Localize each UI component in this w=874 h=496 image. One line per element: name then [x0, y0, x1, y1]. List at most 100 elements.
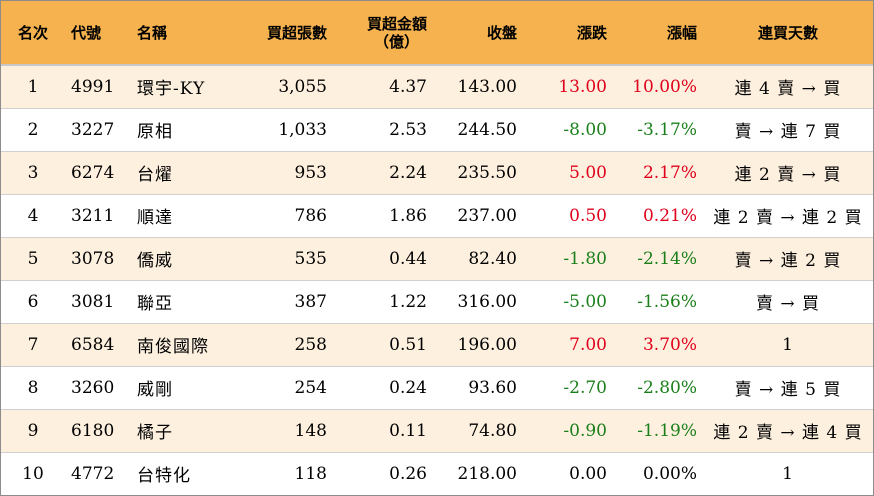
cell-close: 143.00 — [457, 76, 517, 97]
cell-consecutive-days: 1 — [782, 463, 794, 484]
cell-consecutive-days: 連 2 賣 → 買 — [734, 165, 842, 185]
cell-consecutive-days: 連 2 賣 → 連 4 買 — [713, 423, 863, 443]
cell-rank: 5 — [27, 248, 39, 269]
cell-change: 7.00 — [569, 334, 607, 355]
cell-net-buy-lots: 118 — [294, 463, 327, 484]
cell-rank: 2 — [27, 119, 39, 140]
cell-close: 218.00 — [457, 463, 517, 484]
table-row: 3 6274 台燿 953 2.24 235.50 5.00 2.17% 連 2 賣 → 買 — [1, 151, 873, 194]
cell-change: -1.80 — [563, 248, 607, 269]
cell-code: 4991 — [71, 76, 115, 97]
cell-change-pct: -1.56% — [637, 291, 697, 312]
cell-rank: 9 — [27, 420, 39, 441]
cell-name: 順達 — [137, 208, 173, 228]
cell-change-pct: 10.00% — [632, 76, 697, 97]
cell-net-buy-lots: 1,033 — [278, 119, 327, 140]
table-row: 2 3227 原相 1,033 2.53 244.50 -8.00 -3.17% 賣 → 連 7… — [1, 108, 873, 151]
header-net-buy-amount: 買超金額 （億） — [333, 1, 433, 66]
cell-net-buy-amount: 0.51 — [389, 334, 427, 355]
cell-code: 3081 — [71, 291, 115, 312]
cell-rank: 4 — [27, 205, 39, 226]
cell-code: 6584 — [71, 334, 115, 355]
cell-close: 244.50 — [457, 119, 517, 140]
cell-change: 5.00 — [569, 162, 607, 183]
cell-change-pct: 0.00% — [642, 463, 697, 484]
cell-change-pct: -1.19% — [637, 420, 697, 441]
cell-change-pct: 3.70% — [642, 334, 697, 355]
table-row: 1 4991 環宇-KY 3,055 4.37 143.00 13.00 10.00% 連 4 … — [1, 65, 873, 108]
cell-rank: 7 — [27, 334, 39, 355]
cell-consecutive-days: 賣 → 連 5 買 — [734, 380, 842, 400]
cell-code: 3078 — [71, 248, 115, 269]
cell-close: 93.60 — [468, 377, 517, 398]
cell-name: 南俊國際 — [137, 337, 209, 357]
cell-name: 原相 — [137, 122, 173, 142]
cell-change-pct: 0.21% — [642, 205, 697, 226]
cell-rank: 8 — [27, 377, 39, 398]
cell-net-buy-lots: 953 — [294, 162, 327, 183]
header-close: 收盤 — [433, 1, 523, 66]
cell-change-pct: -3.17% — [637, 119, 697, 140]
cell-net-buy-lots: 254 — [294, 377, 327, 398]
cell-net-buy-amount: 0.11 — [389, 420, 427, 441]
header-change-pct: 漲幅 — [613, 1, 703, 66]
cell-code: 3211 — [71, 205, 115, 226]
cell-name: 威剛 — [137, 380, 173, 400]
cell-net-buy-amount: 1.86 — [389, 205, 427, 226]
cell-net-buy-amount: 0.26 — [389, 463, 427, 484]
cell-net-buy-lots: 786 — [294, 205, 327, 226]
cell-close: 196.00 — [457, 334, 517, 355]
cell-close: 237.00 — [457, 205, 517, 226]
cell-consecutive-days: 連 4 賣 → 買 — [734, 79, 842, 100]
cell-change: -5.00 — [563, 291, 607, 312]
cell-net-buy-lots: 258 — [294, 334, 327, 355]
cell-name: 橘子 — [137, 423, 173, 443]
cell-change: 0.50 — [569, 205, 607, 226]
header-net-buy-amount-line1: 買超金額 — [366, 14, 427, 33]
table-body: 1 4991 環宇-KY 3,055 4.37 143.00 13.00 10.00% 連 4 … — [1, 65, 873, 495]
table-row: 7 6584 南俊國際 258 0.51 196.00 7.00 3.70% 1 — [1, 323, 873, 366]
cell-code: 6180 — [71, 420, 115, 441]
header-consecutive-days: 連買天數 — [703, 1, 873, 66]
table-row: 10 4772 台特化 118 0.26 218.00 0.00 0.00% 1 — [1, 452, 873, 495]
cell-code: 6274 — [71, 162, 115, 183]
cell-rank: 3 — [27, 162, 39, 183]
cell-consecutive-days: 連 2 賣 → 連 2 買 — [713, 208, 863, 228]
cell-rank: 6 — [27, 291, 39, 312]
header-name: 名稱 — [131, 1, 237, 66]
cell-consecutive-days: 1 — [782, 334, 794, 355]
header-net-buy-amount-line2: （億） — [373, 32, 419, 51]
cell-change-pct: -2.80% — [637, 377, 697, 398]
cell-net-buy-amount: 4.37 — [389, 76, 427, 97]
cell-name: 聯亞 — [137, 294, 173, 314]
cell-change: -8.00 — [563, 119, 607, 140]
cell-change: 0.00 — [569, 463, 607, 484]
cell-close: 235.50 — [457, 162, 517, 183]
header-code: 代號 — [65, 1, 131, 66]
table-row: 6 3081 聯亞 387 1.22 316.00 -5.00 -1.56% 賣 → 買 — [1, 280, 873, 323]
cell-name: 台燿 — [137, 165, 173, 185]
cell-code: 4772 — [71, 463, 115, 484]
cell-close: 316.00 — [457, 291, 517, 312]
table-header-row: 名次 代號 名稱 買超張數 買超金額 （億） 收盤 漲跌 漲幅 連買天數 — [1, 1, 873, 66]
cell-net-buy-lots: 148 — [294, 420, 327, 441]
cell-net-buy-amount: 1.22 — [389, 291, 427, 312]
cell-change: -2.70 — [563, 377, 607, 398]
cell-net-buy-amount: 0.44 — [389, 248, 427, 269]
cell-net-buy-lots: 3,055 — [278, 76, 327, 97]
cell-consecutive-days: 賣 → 連 2 買 — [734, 251, 842, 271]
cell-change: -0.90 — [563, 420, 607, 441]
table-row: 5 3078 僑威 535 0.44 82.40 -1.80 -2.14% 賣 → 連 2 買 — [1, 237, 873, 280]
cell-change-pct: -2.14% — [637, 248, 697, 269]
header-change: 漲跌 — [523, 1, 613, 66]
cell-code: 3260 — [71, 377, 115, 398]
cell-consecutive-days: 賣 → 連 7 買 — [734, 122, 842, 142]
header-rank: 名次 — [1, 1, 65, 66]
cell-consecutive-days: 賣 → 買 — [755, 294, 821, 314]
cell-net-buy-amount: 2.24 — [389, 162, 427, 183]
cell-net-buy-lots: 535 — [294, 248, 327, 269]
cell-close: 82.40 — [468, 248, 517, 269]
cell-name: 僑威 — [137, 251, 173, 271]
